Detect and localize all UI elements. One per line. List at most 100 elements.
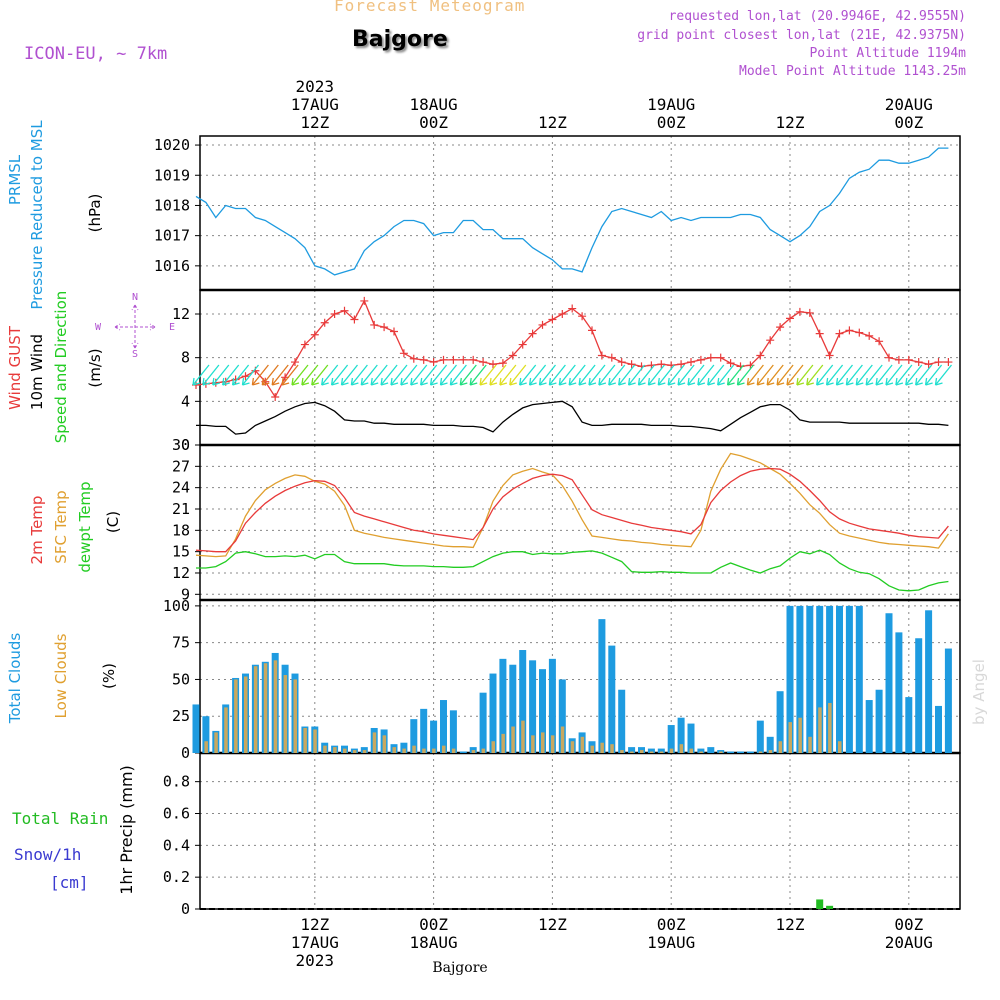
wind-gust-series-point: [330, 310, 339, 319]
wind-arrow-head: [677, 377, 686, 386]
pressure-unit: (hPa): [86, 194, 104, 233]
wind-gust-series-point: [291, 358, 299, 367]
y-tick-label: 8: [181, 349, 190, 367]
wind-arrow: [370, 364, 388, 386]
wind-gust-series-point: [924, 360, 933, 369]
wind-arrow-head: [192, 377, 201, 386]
wind-arrow: [261, 364, 279, 386]
wind-arrow-head: [380, 377, 389, 386]
low-cloud-bar: [422, 748, 426, 753]
top-time-label: 2023: [296, 77, 335, 96]
wind-arrow-head: [776, 377, 785, 386]
wind-arrow: [618, 364, 636, 386]
bottom-time-label: 12Z: [538, 915, 567, 934]
total-cloud-bar: [618, 689, 626, 753]
total-cloud-bar: [677, 717, 685, 753]
y-tick-label: 9: [181, 585, 190, 603]
sfc-temp-series-line: [195, 452, 949, 558]
wind-arrow-head: [806, 377, 814, 386]
wind-arrow-head: [766, 377, 775, 386]
total-cloud-bar: [806, 605, 814, 753]
low-cloud-bar: [432, 748, 436, 753]
wind-gust-series-point: [805, 308, 814, 317]
panel-pressure: 1016 1017 1018 1019 1020: [154, 135, 961, 291]
low-cloud-bar: [234, 679, 238, 753]
total-cloud-bar: [420, 708, 428, 753]
total-cloud-bar: [558, 679, 566, 753]
total-cloud-bar: [816, 605, 824, 753]
wind-arrow: [291, 364, 309, 386]
low-cloud-bar: [828, 702, 832, 753]
wind-gust-series-point: [627, 360, 636, 369]
grid-point-lonlat: grid point closest lon,lat (21E, 42.9375…: [637, 28, 966, 43]
total-cloud-bar: [667, 725, 675, 753]
precip-label-snow: Snow/1h: [14, 845, 81, 864]
low-cloud-bar: [550, 735, 555, 753]
total-cloud-bar: [737, 751, 744, 753]
wind-arrow-head: [291, 377, 300, 386]
top-time-label: 12Z: [300, 113, 329, 132]
low-cloud-bar: [253, 666, 258, 753]
wind-arrow-head: [509, 377, 517, 386]
wind-arrow: [647, 364, 665, 386]
wind-arrow: [340, 364, 359, 386]
bottom-time-label: 00Z: [894, 915, 923, 934]
low-cloud-bar: [451, 748, 456, 753]
wind-arrow-head: [301, 377, 310, 386]
low-cloud-bar: [412, 745, 416, 753]
wind-arrow-head: [934, 377, 943, 386]
wind-compass: N S W E: [95, 292, 175, 360]
total-cloud-bar: [935, 705, 942, 753]
total-cloud-bar: [915, 638, 923, 753]
wind-arrow-head: [538, 377, 547, 386]
cloud-bars: [192, 605, 952, 753]
wind-arrow-head: [895, 377, 904, 386]
low-cloud-bar: [778, 741, 783, 753]
wind-gust-series-point: [409, 354, 418, 363]
wind-arrow: [934, 364, 953, 386]
wind-gust-series-point: [518, 340, 527, 349]
wind-arrow: [529, 364, 547, 386]
wind-arrow: [400, 364, 418, 386]
total-cloud-bar: [697, 748, 705, 753]
top-time-label: 00Z: [657, 113, 686, 132]
requested-lonlat: requested lon,lat (20.9946E, 42.9555N): [668, 9, 966, 24]
y-tick-label: 21: [172, 500, 190, 518]
footer-station: Bajgore: [432, 960, 487, 976]
wind-arrow-head: [667, 377, 676, 386]
panel-frame: [199, 135, 961, 291]
wind-arrow: [430, 364, 448, 386]
total-cloud-bar: [786, 605, 794, 753]
low-cloud-bar: [313, 729, 317, 753]
wind-arrow-head: [736, 377, 745, 386]
wind-arrow-head: [707, 377, 715, 386]
total-cloud-bar: [548, 658, 556, 753]
temp-unit: (C): [104, 511, 122, 533]
wind-arrow-head: [588, 377, 597, 386]
total-cloud-bar: [855, 605, 863, 753]
wind-arrow: [331, 364, 349, 386]
low-cloud-bar: [343, 748, 347, 753]
wind-arrow: [677, 364, 695, 386]
wind-arrow: [251, 364, 269, 386]
total-cloud-bar: [657, 748, 665, 753]
temp-label-dewpt: dewpt Temp: [76, 481, 94, 572]
total-cloud-bar: [647, 748, 655, 753]
wind-arrow: [826, 364, 844, 386]
wind-arrow-head: [746, 377, 755, 386]
wind-gust-series-point: [528, 329, 537, 338]
low-cloud-bar: [610, 744, 614, 753]
low-cloud-bar: [382, 735, 387, 753]
y-tick-label: 1016: [154, 257, 190, 275]
wind-arrow-head: [400, 377, 409, 386]
wind-arrow-head: [816, 377, 824, 386]
wind-gust-series-point: [538, 320, 547, 329]
total-cloud-bar: [430, 720, 438, 753]
low-cloud-bar: [620, 750, 624, 753]
wind-arrow: [905, 364, 923, 386]
y-tick-label: 0.2: [163, 868, 190, 886]
bottom-time-label: 19AUG: [647, 933, 695, 952]
precip-unit: 1hr Precip (mm): [117, 765, 136, 895]
wind-gust-series-point: [835, 329, 844, 338]
